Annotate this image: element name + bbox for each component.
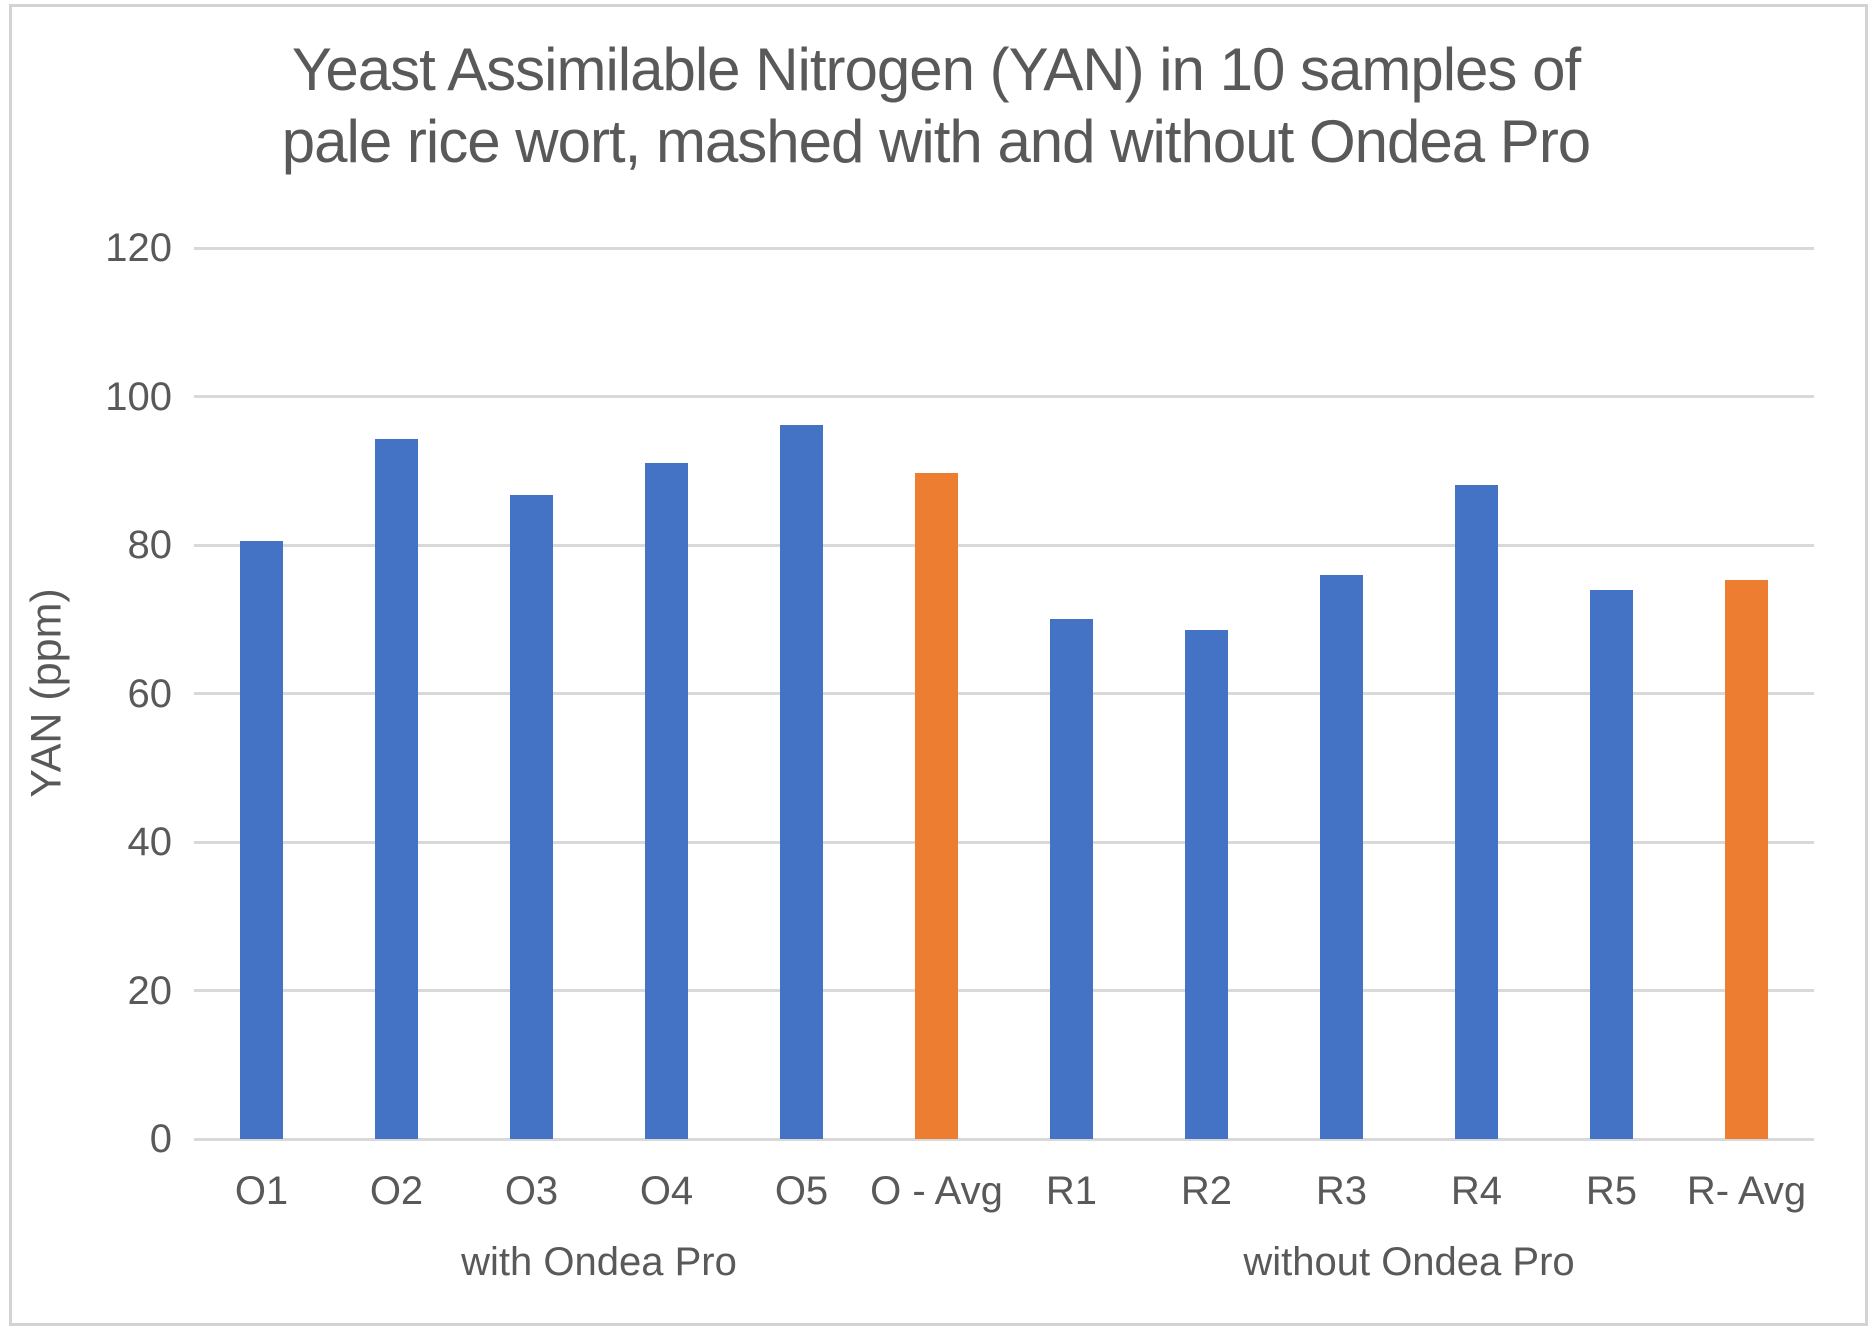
chart-title: Yeast Assimilable Nitrogen (YAN) in 10 s… xyxy=(0,34,1872,178)
bar-R- Avg xyxy=(1725,579,1768,1139)
y-tick-label-0: 0 xyxy=(149,1117,172,1161)
y-tick-label-120: 120 xyxy=(105,226,172,270)
bar-R2 xyxy=(1185,630,1228,1139)
x-tick-label-O5: O5 xyxy=(774,1169,829,1213)
chart-title-line-2: pale rice wort, mashed with and without … xyxy=(281,108,1591,175)
gridline-120 xyxy=(194,246,1814,250)
bar-O5 xyxy=(780,425,823,1139)
bar-O4 xyxy=(645,462,688,1139)
y-tick-label-100: 100 xyxy=(105,374,172,419)
bar-slot-O1 xyxy=(194,248,329,1139)
chart-title-line-1: Yeast Assimilable Nitrogen (YAN) in 10 s… xyxy=(291,36,1581,103)
bar-slot-O5 xyxy=(734,248,869,1139)
gridline-40 xyxy=(194,840,1814,844)
x-tick-label-O3: O3 xyxy=(504,1169,559,1213)
gridline-80 xyxy=(194,543,1814,547)
bar-slot-R2 xyxy=(1139,248,1274,1139)
group-label-without-ondea-pro: without Ondea Pro xyxy=(1243,1240,1575,1284)
bar-slot-O2 xyxy=(329,248,464,1139)
bar-O2 xyxy=(375,438,418,1139)
y-tick-label-60: 60 xyxy=(127,671,173,716)
bar-R3 xyxy=(1320,574,1363,1139)
group-label-with-ondea-pro: with Ondea Pro xyxy=(461,1240,737,1284)
y-axis-tick-labels: 0 20 40 60 80 100 120 xyxy=(0,226,173,1161)
bar-slot-O3 xyxy=(464,248,599,1139)
bar-slot-R5 xyxy=(1544,248,1679,1139)
x-tick-label-R3: R3 xyxy=(1315,1169,1368,1213)
bar-R1 xyxy=(1050,618,1093,1139)
x-tick-label-R- Avg: R- Avg xyxy=(1686,1169,1807,1213)
gridline-20 xyxy=(194,989,1814,992)
bar-slot-R- Avg xyxy=(1679,248,1814,1139)
x-tick-label-O1: O1 xyxy=(234,1169,289,1213)
y-tick-label-80: 80 xyxy=(127,523,173,567)
x-tick-label-R5: R5 xyxy=(1585,1169,1638,1213)
bar-slot-R3 xyxy=(1274,248,1409,1139)
bar-O3 xyxy=(510,495,553,1139)
x-tick-label-O2: O2 xyxy=(369,1169,424,1213)
bar-O - Avg xyxy=(915,472,958,1139)
y-tick-label-40: 40 xyxy=(127,820,173,864)
bar-O1 xyxy=(240,541,283,1139)
x-tick-label-O4: O4 xyxy=(639,1169,694,1213)
gridline-60 xyxy=(194,692,1814,695)
bar-slot-O - Avg xyxy=(869,248,1004,1139)
x-tick-label-R2: R2 xyxy=(1180,1169,1233,1213)
bar-slot-O4 xyxy=(599,248,734,1139)
bar-R5 xyxy=(1590,590,1633,1139)
gridline-0 xyxy=(194,1137,1814,1141)
bar-slot-R4 xyxy=(1409,248,1544,1139)
plot-area xyxy=(194,246,1814,1141)
bar-slot-R1 xyxy=(1004,248,1139,1139)
y-tick-label-20: 20 xyxy=(127,968,173,1013)
x-axis-tick-labels: O1 O2 O3 O4 O5 O - Avg R1 R2 R3 R4 R5 R- Avg xyxy=(194,1167,1814,1215)
x-tick-label-R4: R4 xyxy=(1450,1169,1503,1213)
bar-series xyxy=(194,248,1814,1139)
x-tick-label-R1: R1 xyxy=(1045,1169,1098,1213)
gridline-100 xyxy=(194,395,1814,398)
x-tick-label-O - Avg: O - Avg xyxy=(870,1169,1003,1213)
x-axis-group-labels: with Ondea Pro without Ondea Pro xyxy=(194,1238,1814,1286)
bar-R4 xyxy=(1455,484,1498,1139)
